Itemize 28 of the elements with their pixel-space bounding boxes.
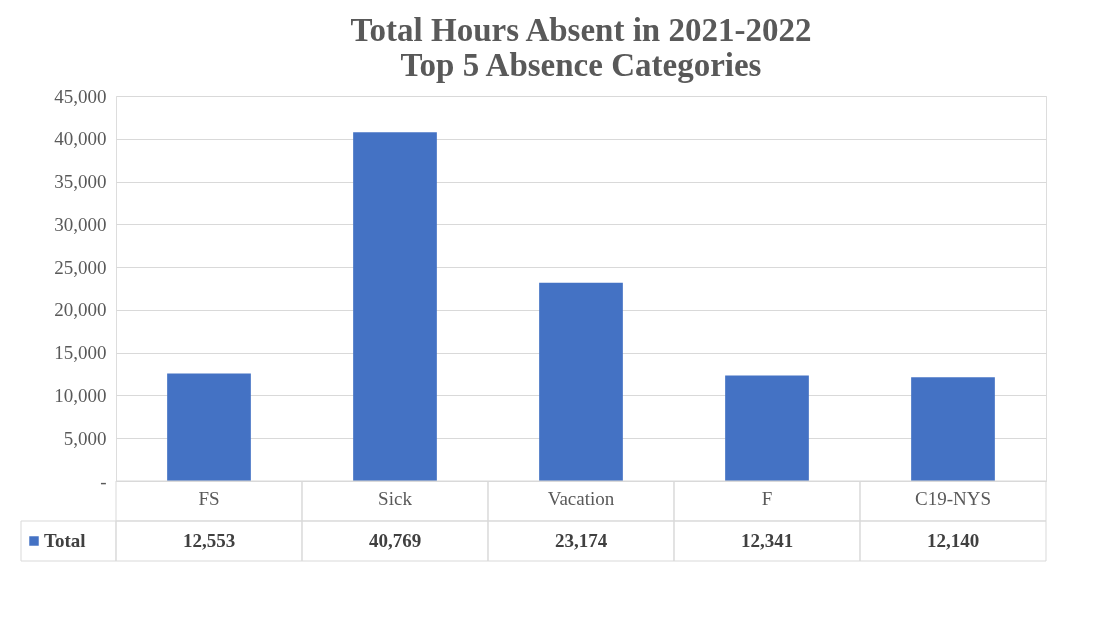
y-tick-label: 35,000 [54, 171, 107, 193]
y-tick-label: 40,000 [54, 128, 107, 150]
legend-label: Total [44, 530, 86, 551]
text: Total Hours Absent in 2021-2022 [350, 12, 812, 48]
x-tick-label: F [761, 487, 773, 509]
y-tick-label: 25,000 [54, 256, 107, 278]
data-label: 23,174 [554, 530, 608, 551]
data-label: 12,341 [740, 530, 794, 551]
bar [353, 132, 437, 481]
data-label: 40,769 [368, 530, 422, 551]
bar [911, 377, 995, 481]
text: Top 5 Absence Categories [400, 47, 762, 83]
data-label: 12,140 [926, 530, 980, 551]
y-tick-label: 5,000 [63, 427, 107, 449]
x-tick-label: C19-NYS [914, 487, 992, 509]
y-tick-label: 20,000 [54, 299, 107, 321]
y-tick-label: 15,000 [54, 342, 107, 364]
x-tick-label: Sick [378, 487, 413, 509]
data-label: 12,553 [182, 530, 236, 551]
y-tick-label: - [100, 470, 107, 492]
bar [167, 373, 251, 481]
y-tick-label: 10,000 [54, 384, 107, 406]
y-tick-label: 45,000 [54, 85, 107, 107]
bar [539, 282, 623, 481]
x-tick-label: Vacation [547, 487, 615, 509]
y-tick-label: 30,000 [54, 213, 107, 235]
x-tick-label: FS [198, 487, 220, 509]
bar [725, 375, 809, 481]
